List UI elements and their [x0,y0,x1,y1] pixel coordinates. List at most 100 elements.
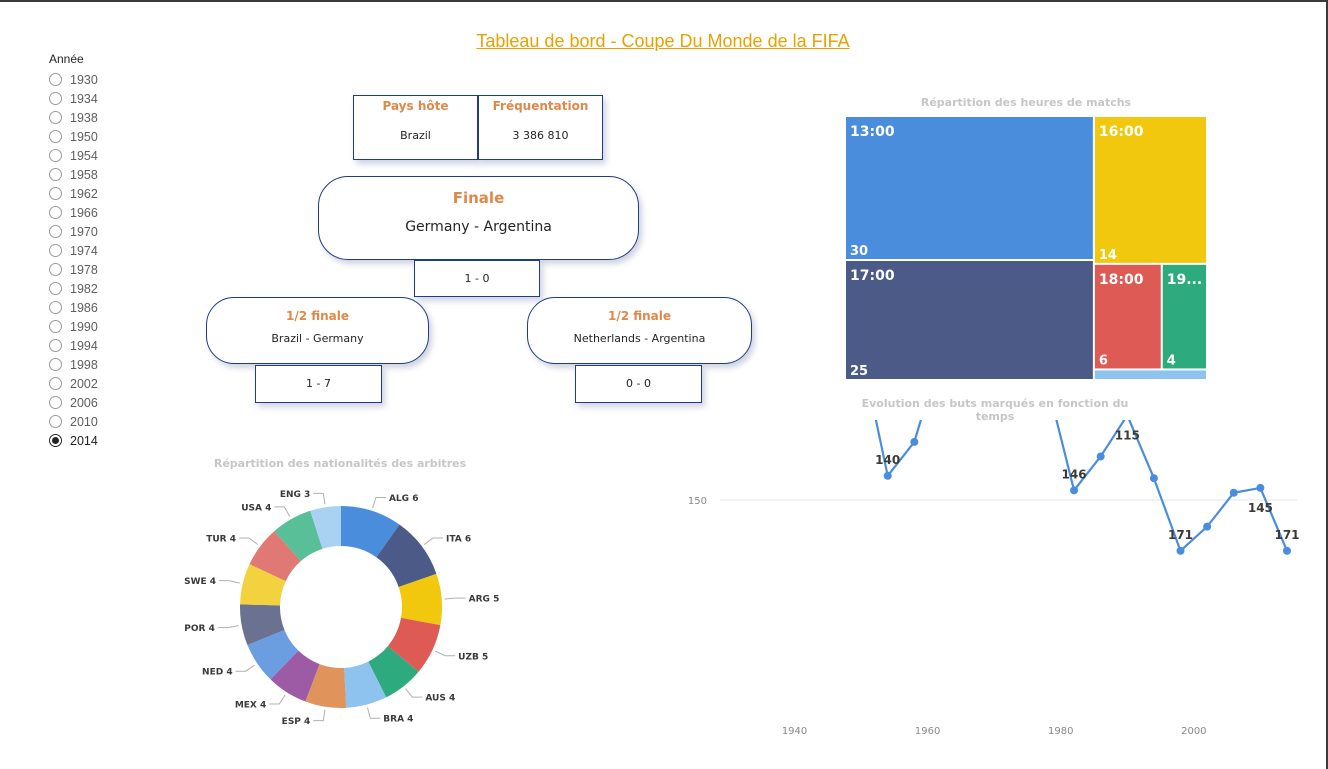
radio-button[interactable] [49,415,62,428]
match-hours-treemap[interactable]: 13:00 30 17:00 25 16:00 14 18:00 6 19... 4 [845,116,1207,380]
dashboard-title[interactable]: Tableau de bord - Coupe Du Monde de la F… [476,31,850,51]
radio-button[interactable] [49,434,62,447]
line-chart-title: Evolution des buts marqués en fonction d… [861,397,1129,423]
donut-slice-label: UZB 5 [458,652,488,662]
treemap-tile-value: 25 [850,364,868,379]
year-option-label: 1954 [70,148,98,163]
year-option-1978[interactable]: 1978 [49,260,139,279]
radio-button[interactable] [49,282,62,295]
radio-button[interactable] [49,396,62,409]
radio-button[interactable] [49,187,62,200]
slicer-title: Année [49,52,84,66]
donut-slice[interactable] [240,604,285,646]
year-option-1974[interactable]: 1974 [49,241,139,260]
radio-button[interactable] [49,301,62,314]
data-point[interactable] [1203,522,1212,531]
referee-nationality-donut[interactable]: ALG 6 ITA 6 ARG 5 UZB 5 AUS 4 BRA 4 ESP 4 MEX 4… [170,475,530,745]
donut-slice-label: BRA 4 [383,715,413,725]
radio-button[interactable] [49,263,62,276]
host-country-value: Brazil [400,129,431,142]
donut-slice[interactable] [247,629,299,680]
year-option-label: 1966 [70,205,98,220]
radio-button[interactable] [49,73,62,86]
radio-button[interactable] [49,377,62,390]
treemap-tile-value: 30 [850,244,868,259]
donut-slice[interactable] [274,510,323,562]
donut-slice[interactable] [240,564,286,606]
data-point[interactable] [910,437,919,446]
data-point[interactable] [1229,488,1238,497]
x-tick-label: 1940 [782,726,807,737]
year-option-1958[interactable]: 1958 [49,165,139,184]
donut-slice-label: SWE 4 [184,577,216,587]
radio-button[interactable] [49,358,62,371]
year-option-1982[interactable]: 1982 [49,279,139,298]
treemap-tile[interactable] [1094,264,1161,369]
year-option-1970[interactable]: 1970 [49,222,139,241]
radio-button[interactable] [49,149,62,162]
semifinal-2-score: 0 - 0 [626,377,651,390]
data-point[interactable] [1256,483,1265,492]
treemap-tile[interactable] [1094,370,1206,379]
year-option-1994[interactable]: 1994 [49,336,139,355]
year-option-1966[interactable]: 1966 [49,203,139,222]
year-option-1986[interactable]: 1986 [49,298,139,317]
radio-button[interactable] [49,244,62,257]
data-point[interactable] [1070,486,1079,495]
treemap-tile[interactable] [1094,117,1206,263]
donut-slice[interactable] [344,661,387,708]
data-point[interactable] [883,471,892,480]
year-option-1950[interactable]: 1950 [49,127,139,146]
data-point[interactable] [1176,546,1185,555]
year-option-1934[interactable]: 1934 [49,89,139,108]
goals-line-series[interactable] [728,420,1289,552]
treemap-tile[interactable] [846,261,1093,379]
final-card: Finale Germany - Argentina [318,176,639,260]
donut-slice[interactable] [398,573,442,626]
radio-button[interactable] [49,225,62,238]
data-point[interactable] [1096,452,1105,461]
radio-button[interactable] [49,168,62,181]
donut-slice[interactable] [310,506,341,549]
leader-line [313,709,326,722]
radio-button[interactable] [49,130,62,143]
year-option-1930[interactable]: 1930 [49,70,139,89]
donut-slice[interactable] [305,664,347,708]
leader-line [313,492,326,505]
semifinal-2-teams: Netherlands - Argentina [573,332,706,345]
data-point[interactable] [1283,546,1291,555]
donut-slice[interactable] [249,531,301,582]
radio-button[interactable] [49,206,62,219]
data-point[interactable] [1149,474,1158,483]
leader-line [405,688,423,698]
year-option-label: 1934 [70,91,98,106]
treemap-tile[interactable] [1162,264,1206,369]
year-option-1954[interactable]: 1954 [49,146,139,165]
year-option-1938[interactable]: 1938 [49,108,139,127]
radio-button[interactable] [49,92,62,105]
leader-line [367,707,381,719]
x-tick-label: 1980 [1048,726,1073,737]
year-option-1990[interactable]: 1990 [49,317,139,336]
year-option-2014[interactable]: 2014 [49,431,139,450]
radio-button[interactable] [49,320,62,333]
donut-slice[interactable] [387,617,441,672]
donut-slice[interactable] [270,650,320,702]
radio-button[interactable] [49,339,62,352]
year-option-2002[interactable]: 2002 [49,374,139,393]
final-header: Finale [452,189,505,207]
year-option-1998[interactable]: 1998 [49,355,139,374]
donut-slice[interactable] [341,506,400,558]
year-option-2006[interactable]: 2006 [49,393,139,412]
goals-line-chart[interactable]: 1001501940196019802000202070841408995146… [670,420,1310,750]
treemap-tile[interactable] [846,117,1093,259]
year-option-1962[interactable]: 1962 [49,184,139,203]
donut-slice[interactable] [368,646,419,698]
donut-slice[interactable] [376,524,437,587]
year-option-2010[interactable]: 2010 [49,412,139,431]
semifinal-1-score: 1 - 7 [306,377,331,390]
attendance-header: Fréquentation [492,99,589,113]
semifinal-1-score-card: 1 - 7 [255,365,382,403]
year-option-label: 1978 [70,262,98,277]
radio-button[interactable] [49,111,62,124]
